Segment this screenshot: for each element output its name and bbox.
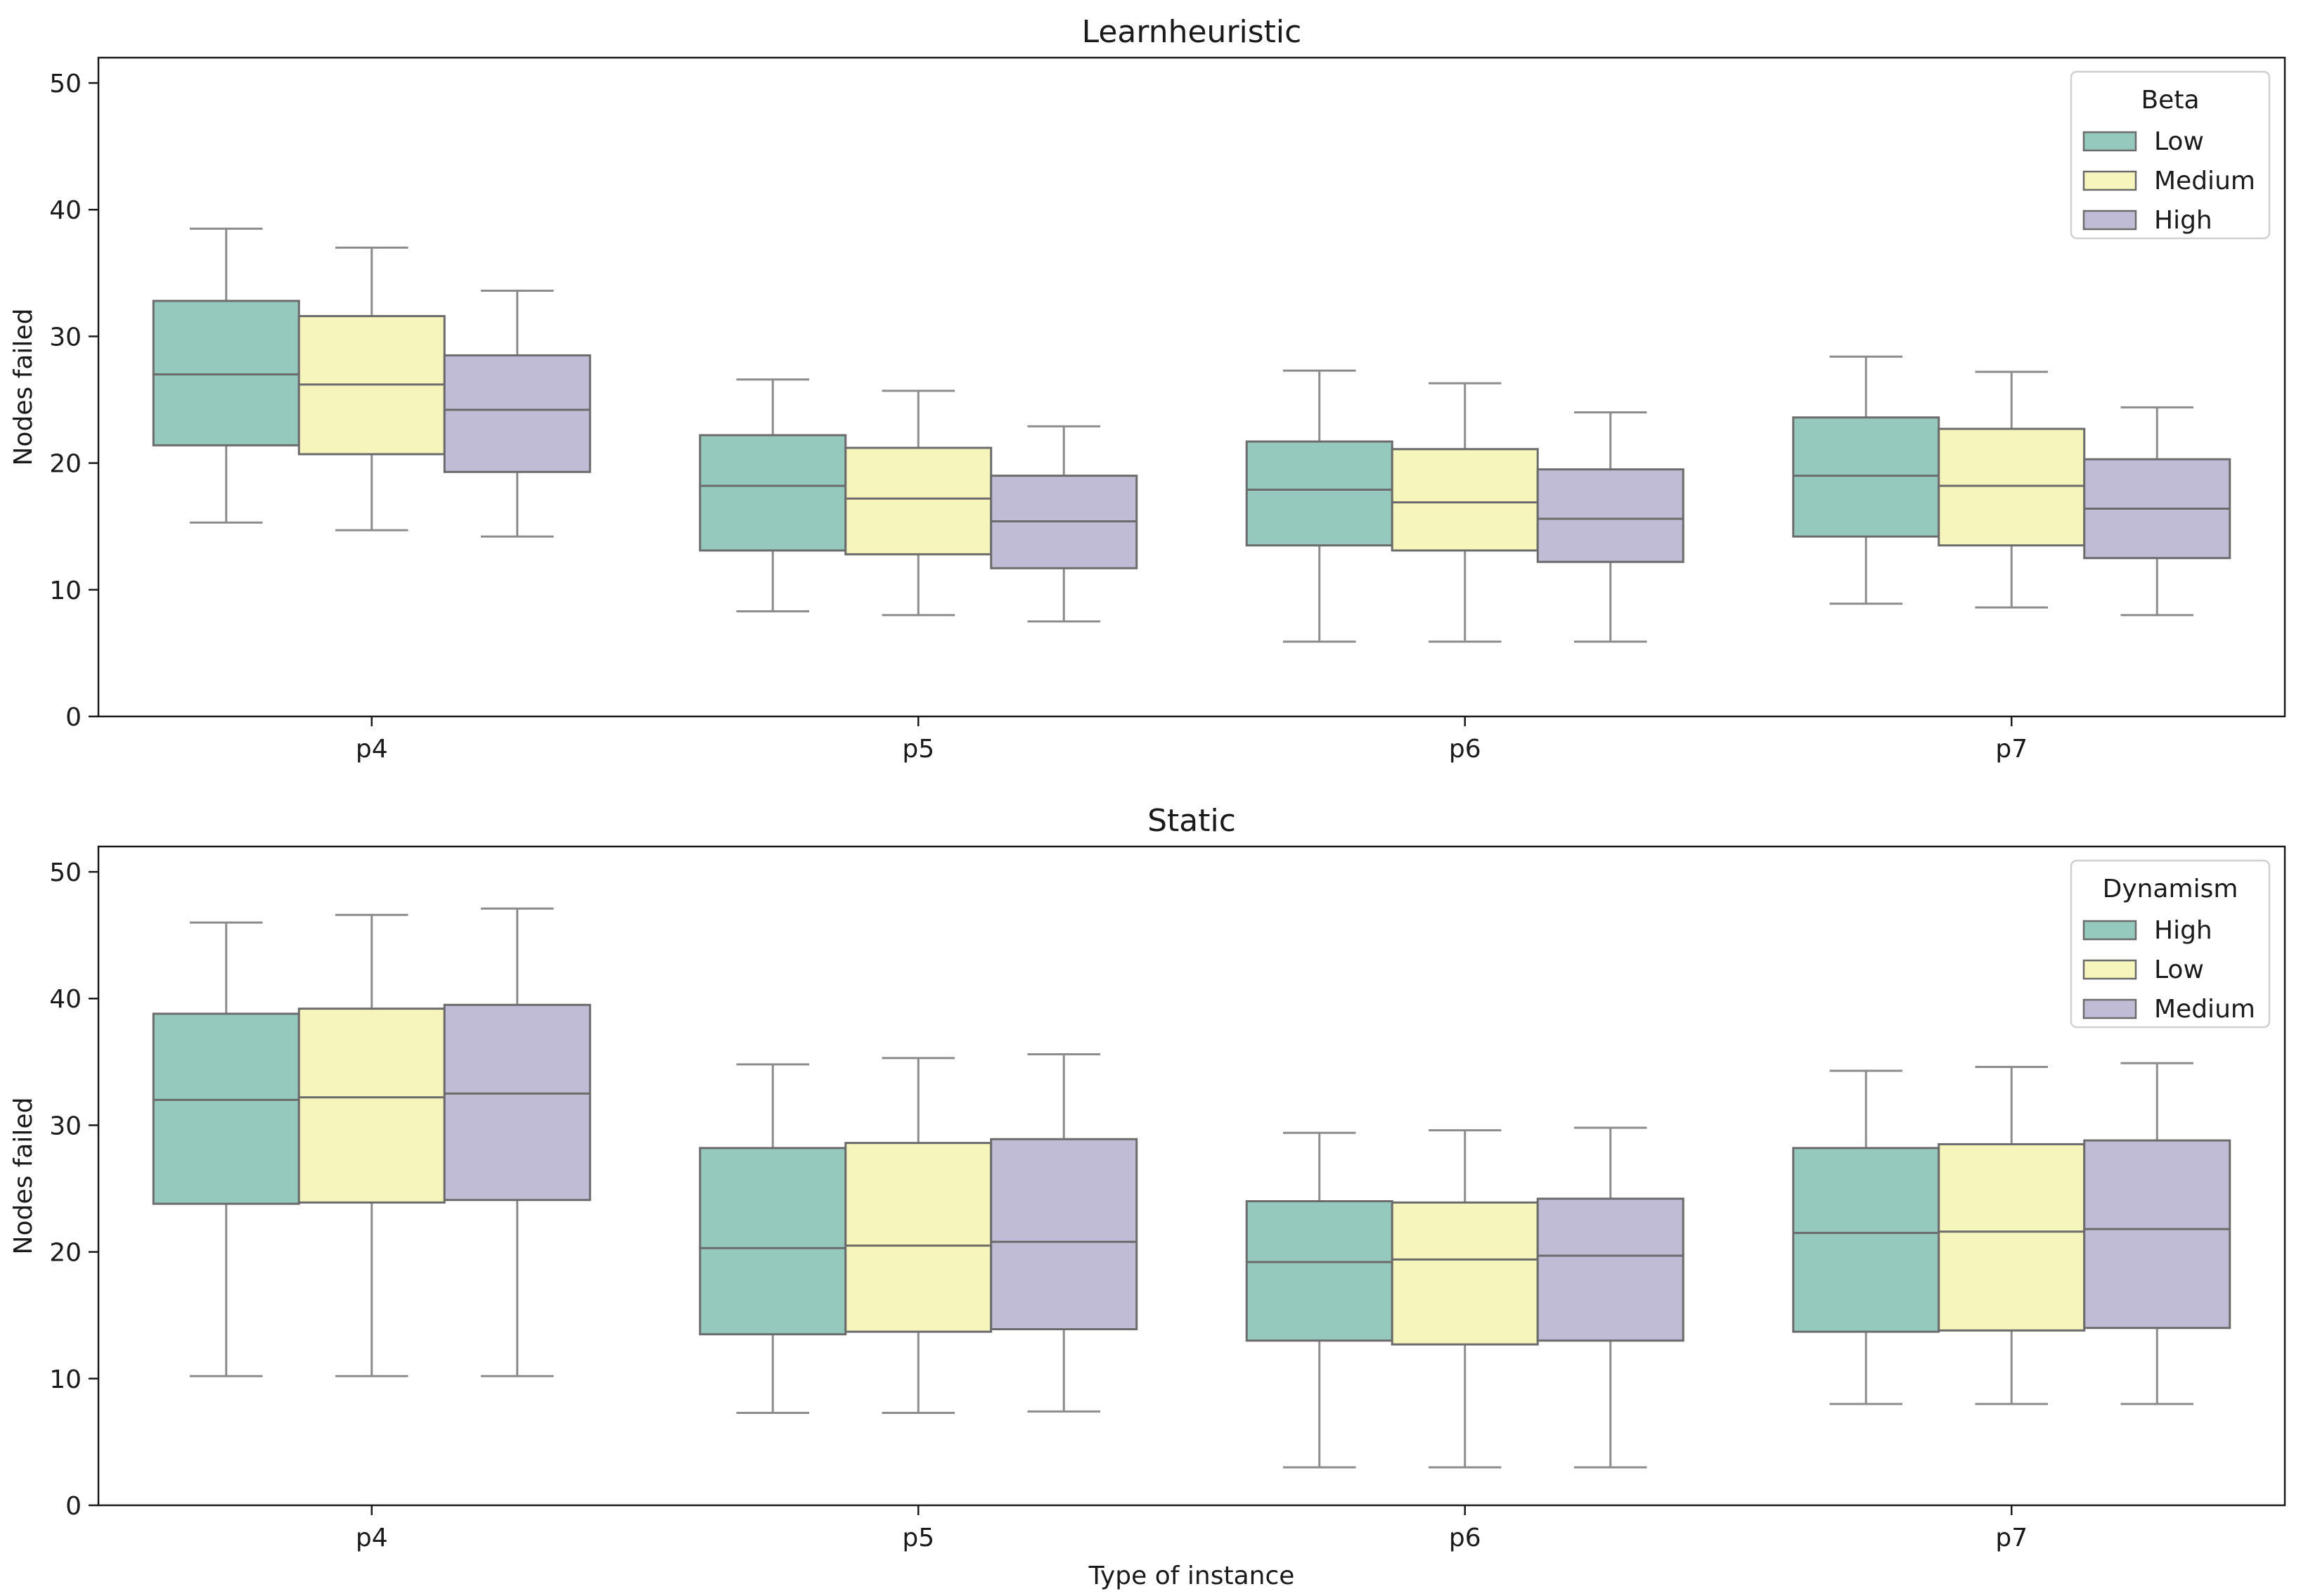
box-high-p5 [699, 1063, 847, 1414]
y-tick-label: 50 [49, 858, 82, 887]
box-medium-p4 [297, 246, 446, 532]
box-iqr [699, 1147, 847, 1336]
legend-frame [2070, 859, 2271, 1029]
legend-title: Beta [2141, 86, 2199, 115]
legend-swatch-medium [2082, 998, 2137, 1019]
box-low-p6 [1391, 1129, 1539, 1469]
box-iqr [152, 1012, 300, 1205]
y-tick-label: 0 [65, 1492, 82, 1521]
y-axis-label: Nodes failed [9, 309, 38, 466]
legend-frame [2070, 70, 2271, 240]
box-iqr [1391, 1201, 1539, 1346]
y-tick-label: 40 [49, 196, 82, 225]
box-high-p6 [1536, 411, 1684, 643]
legend: Dynamism High Low Medium [2070, 859, 2271, 1029]
box-iqr [1792, 1147, 1940, 1333]
y-axis-label: Nodes failed [9, 1098, 38, 1255]
box-low-p4 [297, 913, 446, 1377]
box-iqr [297, 1008, 446, 1204]
box-iqr [1792, 416, 1940, 538]
legend-swatch-high [2082, 210, 2137, 231]
box-iqr [1245, 1200, 1393, 1342]
box-high-p5 [990, 425, 1138, 623]
legend-label-high: High [2154, 206, 2212, 235]
box-iqr [1536, 468, 1684, 563]
box-iqr [844, 1142, 993, 1333]
y-tick-label: 30 [49, 323, 82, 352]
x-tick-label: p5 [902, 1524, 934, 1552]
box-high-p4 [152, 921, 300, 1377]
x-tick-label: p7 [1995, 1524, 2028, 1552]
box-iqr [699, 434, 847, 552]
box-high-p4 [443, 290, 591, 538]
box-iqr [1536, 1197, 1684, 1342]
legend-title: Dynamism [2103, 875, 2238, 903]
x-axis-label: Type of instance [1088, 1562, 1295, 1590]
x-tick-label: p6 [1449, 735, 1481, 764]
legend-label-medium: Medium [2154, 995, 2255, 1024]
x-tick-label: p6 [1449, 1524, 1481, 1552]
y-tick-label: 10 [49, 577, 82, 605]
legend-label-high: High [2154, 916, 2212, 945]
chart-title: Static [1147, 803, 1236, 839]
box-medium-p5 [844, 390, 993, 617]
box-low-p6 [1245, 369, 1393, 643]
box-iqr [1245, 440, 1393, 547]
y-tick-label: 20 [49, 1239, 82, 1268]
y-tick-label: 30 [49, 1112, 82, 1140]
legend-swatch-medium [2082, 170, 2137, 191]
legend-swatch-high [2082, 920, 2137, 941]
chart-panel-2: Static 0 10 20 30 40 50 p4 p5 p6 p7 Nodes failed Typ… [9, 803, 2286, 1590]
legend-swatch-low [2082, 959, 2137, 980]
box-high-p6 [1245, 1131, 1393, 1469]
legend-label-low: Low [2154, 127, 2204, 156]
box-medium-p6 [1391, 382, 1539, 643]
y-tick-label: 50 [49, 70, 82, 98]
chart-title: Learnheuristic [1082, 14, 1302, 50]
box-iqr [443, 1003, 591, 1202]
box-medium-p6 [1536, 1126, 1684, 1469]
box-iqr [1938, 1143, 2086, 1332]
box-low-p7 [1792, 355, 1940, 605]
box-low-p5 [844, 1057, 993, 1414]
y-tick-label: 0 [65, 703, 82, 732]
box-iqr [1938, 427, 2086, 547]
y-tick-label: 10 [49, 1365, 82, 1394]
x-tick-label: p4 [356, 1524, 388, 1552]
box-iqr [990, 1138, 1138, 1331]
box-iqr [1391, 448, 1539, 552]
x-tick-label: p4 [356, 735, 388, 764]
legend-label-low: Low [2154, 955, 2204, 984]
box-iqr [844, 446, 993, 555]
box-low-p4 [152, 227, 300, 524]
box-medium-p5 [990, 1053, 1138, 1413]
box-medium-p7 [2083, 1062, 2231, 1405]
box-low-p7 [1938, 1066, 2086, 1405]
chart-panel-1: Learnheuristic 0 10 20 30 40 50 p4 p5 p6 p7 Nodes f… [9, 14, 2286, 764]
box-high-p7 [2083, 406, 2231, 617]
box-iqr [152, 300, 300, 446]
legend-label-medium: Medium [2154, 167, 2255, 195]
x-tick-label: p5 [902, 735, 934, 764]
axes-frame [97, 845, 2286, 1507]
box-high-p7 [1792, 1069, 1940, 1405]
box-iqr [443, 354, 591, 473]
y-tick-label: 20 [49, 450, 82, 479]
box-iqr [2083, 1139, 2231, 1330]
legend: Beta Low Medium High [2070, 70, 2271, 240]
box-medium-p7 [1938, 371, 2086, 609]
y-tick-label: 40 [49, 985, 82, 1014]
box-medium-p4 [443, 907, 591, 1377]
x-tick-label: p7 [1995, 735, 2028, 764]
box-low-p5 [699, 378, 847, 612]
axes-frame [97, 56, 2286, 718]
legend-swatch-low [2082, 131, 2137, 152]
